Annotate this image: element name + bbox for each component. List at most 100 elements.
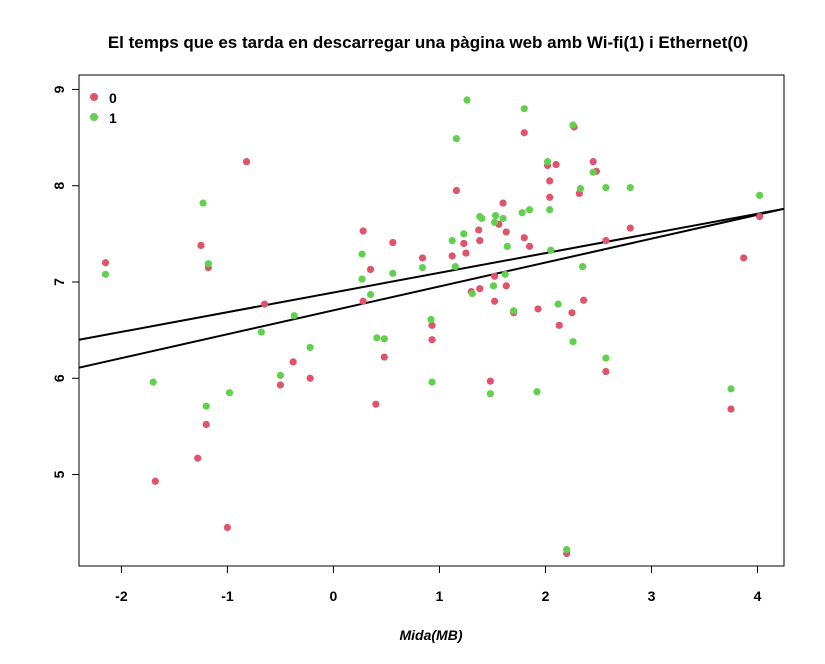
data-point [476,236,484,245]
data-point [518,209,526,217]
data-point [452,134,461,143]
data-point [525,242,534,250]
legend-label-0: 0 [109,90,117,106]
data-point [372,400,380,408]
data-point [373,334,381,342]
data-point [204,260,212,268]
data-point [502,228,510,236]
regression-lines [78,207,785,369]
data-point [359,297,367,305]
data-point [151,477,159,485]
data-point [359,227,367,235]
data-point [101,270,110,278]
data-point [389,238,397,247]
data-point [602,236,610,245]
data-point [490,297,499,305]
x-tick-label: 1 [436,588,444,604]
data-point [727,385,735,393]
data-point [520,129,528,137]
data-point [101,259,110,267]
data-point [257,328,265,336]
data-point [276,381,285,389]
data-point [602,184,610,192]
data-point [546,193,554,201]
series-1-points [101,96,764,554]
data-point [569,338,577,346]
data-point [366,265,375,274]
y-tick-label: 7 [51,278,67,286]
data-point [489,282,498,290]
data-point [490,272,499,280]
y-tick-label: 5 [51,470,67,478]
data-point [418,263,427,272]
data-point [358,250,366,258]
data-point [225,389,234,397]
data-point [448,252,456,260]
data-point [520,105,528,113]
data-point [242,158,251,166]
data-point [569,121,577,129]
x-tick-label: 2 [542,588,550,604]
x-tick-label: 0 [330,588,338,604]
regression-line-1 [78,207,785,341]
data-point [602,354,610,362]
data-point [223,523,232,532]
data-point [533,388,541,396]
data-point [520,234,528,242]
data-point [428,378,436,386]
data-point [490,218,499,226]
regression-line-0 [78,207,785,369]
data-point [451,262,459,271]
data-point [552,160,560,169]
data-point [358,275,366,283]
data-point [546,177,554,185]
y-tick-label: 9 [51,85,67,93]
legend-marker-0 [90,93,98,101]
data-point [389,269,397,277]
data-point [289,358,297,366]
data-point [197,241,205,250]
data-point [589,158,597,166]
data-point [202,402,210,410]
data-point [306,343,314,352]
data-point [543,158,552,166]
data-point [563,546,571,554]
data-point [460,239,468,248]
data-point [306,374,314,382]
data-point [380,335,388,343]
data-point [740,254,748,262]
data-point [276,371,285,379]
data-point [576,185,585,193]
y-axis: 5 6 7 8 9 [51,85,79,478]
data-point [525,206,534,214]
data-point [428,336,436,344]
x-tick-label: 3 [648,588,656,604]
legend-label-1: 1 [109,110,117,126]
data-point [499,199,507,207]
x-tick-label: -2 [115,588,128,604]
data-point [602,367,610,376]
data-point [290,312,298,320]
data-point [578,262,587,271]
data-point [463,96,471,104]
data-point [502,282,510,290]
legend: 0 1 [90,90,117,126]
data-point [478,214,486,223]
data-point [486,390,494,398]
data-point [727,405,735,413]
x-axis-label: Mida(MB) [400,627,463,643]
chart-title: El temps que es tarda en descarregar una… [108,33,748,52]
data-point [554,300,562,308]
x-tick-label: -1 [221,588,234,604]
data-point [462,249,470,257]
data-point [626,224,634,232]
data-point [547,246,555,254]
data-point [476,285,484,293]
data-point [199,199,207,207]
data-point [492,211,500,220]
plot-frame [78,74,785,567]
x-tick-label: 4 [754,588,762,604]
data-point [501,270,509,278]
data-point [555,321,563,329]
